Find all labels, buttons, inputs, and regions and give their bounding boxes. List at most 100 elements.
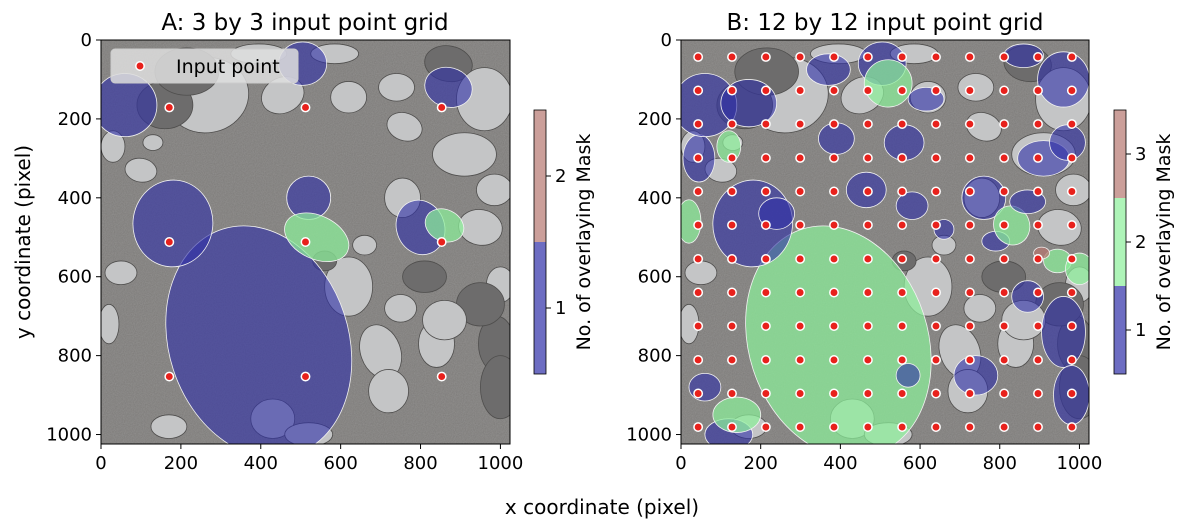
input-point: [795, 254, 806, 264]
input-point: [897, 321, 908, 331]
input-point: [436, 102, 447, 113]
input-point: [1066, 119, 1077, 129]
mask-region-level-2: [993, 205, 1031, 246]
input-point: [999, 220, 1010, 230]
input-point: [693, 388, 704, 399]
input-point: [727, 388, 737, 399]
input-point: [829, 287, 839, 298]
mask-region-level-1: [688, 372, 722, 402]
input-point: [931, 153, 941, 163]
colorbar-tick-label: 2: [555, 166, 566, 187]
input-point: [964, 355, 975, 365]
x-tick-label: 1000: [478, 453, 524, 474]
input-point: [862, 186, 873, 197]
x-tick-label: 0: [95, 453, 106, 474]
input-point: [999, 287, 1010, 298]
input-point: [829, 254, 839, 264]
input-point: [862, 355, 873, 365]
input-point: [795, 153, 806, 163]
input-point: [693, 52, 704, 62]
input-point: [829, 388, 839, 399]
input-point: [1066, 388, 1077, 399]
input-point: [897, 254, 908, 264]
input-point: [829, 355, 839, 365]
stone-a: [402, 260, 447, 293]
input-point: [999, 388, 1010, 399]
input-point: [1066, 220, 1077, 230]
y-tick-label: 400: [638, 188, 672, 209]
input-point: [931, 321, 941, 331]
input-point: [862, 388, 873, 399]
input-point: [999, 186, 1010, 197]
y-tick-label: 600: [638, 267, 672, 288]
input-point: [1033, 254, 1043, 264]
input-point: [1033, 220, 1043, 230]
input-point: [727, 254, 737, 264]
legend: Input point: [110, 48, 299, 84]
input-point: [760, 153, 771, 163]
input-point: [862, 85, 873, 96]
input-point: [693, 355, 704, 365]
input-point: [1033, 153, 1043, 163]
mask-region-level-1: [1037, 51, 1089, 108]
panel-b-frame: [680, 39, 1090, 445]
mask-region-level-1: [1049, 124, 1086, 161]
stone-a: [104, 260, 138, 286]
input-point: [795, 321, 806, 331]
panel-a-title: A: 3 by 3 input point grid: [161, 10, 448, 36]
input-point: [164, 371, 175, 382]
stone-a: [378, 73, 415, 102]
input-point: [760, 52, 771, 62]
y-tick-label: 200: [58, 109, 92, 130]
input-point: [1066, 254, 1077, 264]
input-point: [1066, 52, 1077, 62]
input-point: [760, 422, 771, 432]
input-point: [693, 422, 704, 432]
input-point: [300, 237, 311, 247]
input-point: [829, 119, 839, 129]
input-point: [964, 220, 975, 230]
y-tick-label: 600: [58, 267, 92, 288]
input-point: [862, 52, 873, 62]
input-point: [829, 52, 839, 62]
input-point: [999, 52, 1010, 62]
x-tick-label: 800: [983, 453, 1017, 474]
stone-a: [386, 112, 423, 142]
input-point: [693, 220, 704, 230]
input-point: [862, 287, 873, 298]
input-point: [1033, 186, 1043, 197]
input-point: [829, 220, 839, 230]
input-point: [727, 287, 737, 298]
input-point: [862, 321, 873, 331]
y-tick-label: 400: [58, 188, 92, 209]
input-point: [727, 422, 737, 432]
input-point: [862, 153, 873, 163]
input-point: [829, 153, 839, 163]
input-point: [1066, 355, 1077, 365]
input-point: [760, 85, 771, 96]
input-point: [931, 287, 941, 298]
input-point: [999, 119, 1010, 129]
input-point: [760, 388, 771, 399]
panel-a-points: [164, 102, 447, 382]
y-tick-label: 1000: [46, 425, 92, 446]
panel-a-frame: [100, 39, 511, 445]
panel-a-colorbar-label: No. of overlaying Mask: [573, 134, 595, 351]
mask-region-level-1: [953, 355, 999, 396]
stone-a: [330, 81, 368, 114]
input-point: [829, 85, 839, 96]
stone-b: [963, 294, 997, 323]
input-point: [300, 102, 311, 113]
input-point: [1033, 422, 1043, 432]
input-point: [862, 220, 873, 230]
input-point: [795, 355, 806, 365]
input-point: [795, 119, 806, 129]
panel-b-title: B: 12 by 12 input point grid: [726, 10, 1043, 36]
input-point: [931, 220, 941, 230]
colorbar-frame: [1113, 109, 1127, 375]
input-point: [760, 287, 771, 298]
input-point: [727, 220, 737, 230]
stone-a: [101, 303, 120, 345]
input-point: [999, 321, 1010, 331]
colorbar-segment-1: [534, 242, 546, 374]
